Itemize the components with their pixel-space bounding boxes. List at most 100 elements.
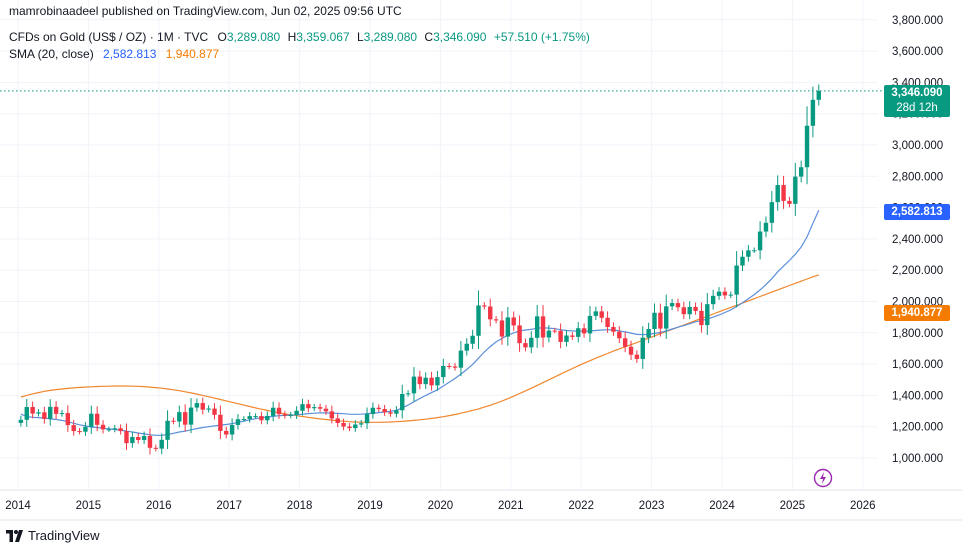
candle <box>200 397 205 415</box>
moving-average-lines <box>20 210 820 436</box>
candle <box>106 426 112 432</box>
candle <box>517 315 522 352</box>
candle <box>617 326 622 344</box>
candle <box>488 298 493 327</box>
candle <box>194 398 200 412</box>
candle <box>458 341 464 377</box>
candle <box>312 403 317 412</box>
candle <box>763 216 769 238</box>
candle <box>611 322 616 336</box>
candle <box>94 406 100 432</box>
tradingview-logo-icon <box>6 529 23 542</box>
sma-100-line <box>20 274 819 423</box>
publisher-line: mamrobinaadeel published on TradingView.… <box>9 4 402 18</box>
candle <box>370 402 376 419</box>
y-tick-label: 3,800.000 <box>892 15 943 27</box>
candle <box>253 413 258 419</box>
candle <box>534 304 540 348</box>
candle <box>775 175 780 211</box>
candle <box>388 408 393 417</box>
candle <box>130 431 135 448</box>
candle <box>30 401 35 419</box>
high-value: 3,359.067 <box>296 30 350 44</box>
sma-label: SMA (20, close) <box>9 47 94 61</box>
candle <box>376 404 381 412</box>
candle <box>793 162 798 216</box>
candle <box>687 301 692 320</box>
candle <box>728 291 733 299</box>
candle <box>276 402 282 419</box>
candle <box>546 325 552 343</box>
high-label: H <box>287 30 297 44</box>
low-value: 3,289.080 <box>363 30 418 44</box>
candle <box>118 424 123 435</box>
candle <box>247 412 252 423</box>
x-tick-label: 2016 <box>146 500 172 512</box>
y-tick-label: 2,400.000 <box>892 234 943 246</box>
candle <box>628 340 634 361</box>
y-tick-label: 2,800.000 <box>892 171 943 183</box>
candle <box>177 405 182 428</box>
y-tick-label: 3,000.000 <box>892 140 943 152</box>
x-tick-label: 2018 <box>287 500 313 512</box>
x-tick-label: 2025 <box>780 500 806 512</box>
candle <box>329 405 335 424</box>
price-axis[interactable]: 1,000.000 1,200.000 1,400.000 1,600.000 1,80… <box>892 15 943 465</box>
candle <box>241 416 247 422</box>
candle <box>540 305 546 348</box>
candle <box>89 405 94 434</box>
candle <box>159 433 164 455</box>
candle <box>482 302 487 310</box>
candle <box>300 398 305 416</box>
y-tick-label: 2,200.000 <box>892 265 943 277</box>
candle <box>493 316 499 324</box>
candle <box>147 428 153 455</box>
candle <box>476 290 481 349</box>
candle <box>411 367 417 402</box>
candle <box>740 250 745 272</box>
candle <box>681 301 687 320</box>
candle <box>523 338 528 352</box>
candle <box>265 411 270 425</box>
y-tick-label: 3,600.000 <box>892 46 943 58</box>
candle <box>165 410 170 450</box>
x-tick-label: 2014 <box>5 500 31 512</box>
candle <box>48 399 53 426</box>
candle <box>757 221 763 260</box>
x-tick-label: 2019 <box>357 500 383 512</box>
candle <box>42 406 47 424</box>
candle <box>664 294 669 339</box>
candle <box>646 322 651 344</box>
candle <box>229 418 235 441</box>
candle <box>353 420 358 432</box>
candle <box>188 397 194 434</box>
candle <box>810 86 816 138</box>
candle <box>405 390 411 397</box>
candle <box>65 405 71 432</box>
flash-icon[interactable] <box>813 468 833 488</box>
candle <box>317 403 323 412</box>
candle <box>394 406 399 418</box>
symbol-legend[interactable]: CFDs on Gold (US$ / OZ) · 1M · TVC O3,28… <box>9 30 590 44</box>
candle <box>441 358 446 384</box>
candle <box>470 329 475 350</box>
candle <box>675 298 681 312</box>
candle <box>435 370 440 391</box>
x-tick-label: 2022 <box>568 500 594 512</box>
candle <box>634 350 640 363</box>
candle <box>382 404 387 416</box>
close-value: 3,346.090 <box>433 30 487 44</box>
candle <box>746 244 751 262</box>
candle <box>182 404 188 432</box>
candle <box>781 175 786 209</box>
last-price-badge: 3,346.090 28d 12h <box>884 85 950 117</box>
x-tick-label: 2024 <box>709 500 735 512</box>
candle <box>716 287 722 300</box>
sma-20-badge: 2,582.813 <box>884 204 950 220</box>
sma-legend[interactable]: SMA (20, close) 2,582.813 1,940.877 <box>9 47 219 61</box>
candle <box>288 411 293 419</box>
tradingview-footer[interactable]: TradingView <box>6 528 100 543</box>
time-axis[interactable]: 2014 2015 2016 2017 2018 2019 2020 2021 2022 2023… <box>0 489 962 521</box>
candle <box>658 303 663 337</box>
